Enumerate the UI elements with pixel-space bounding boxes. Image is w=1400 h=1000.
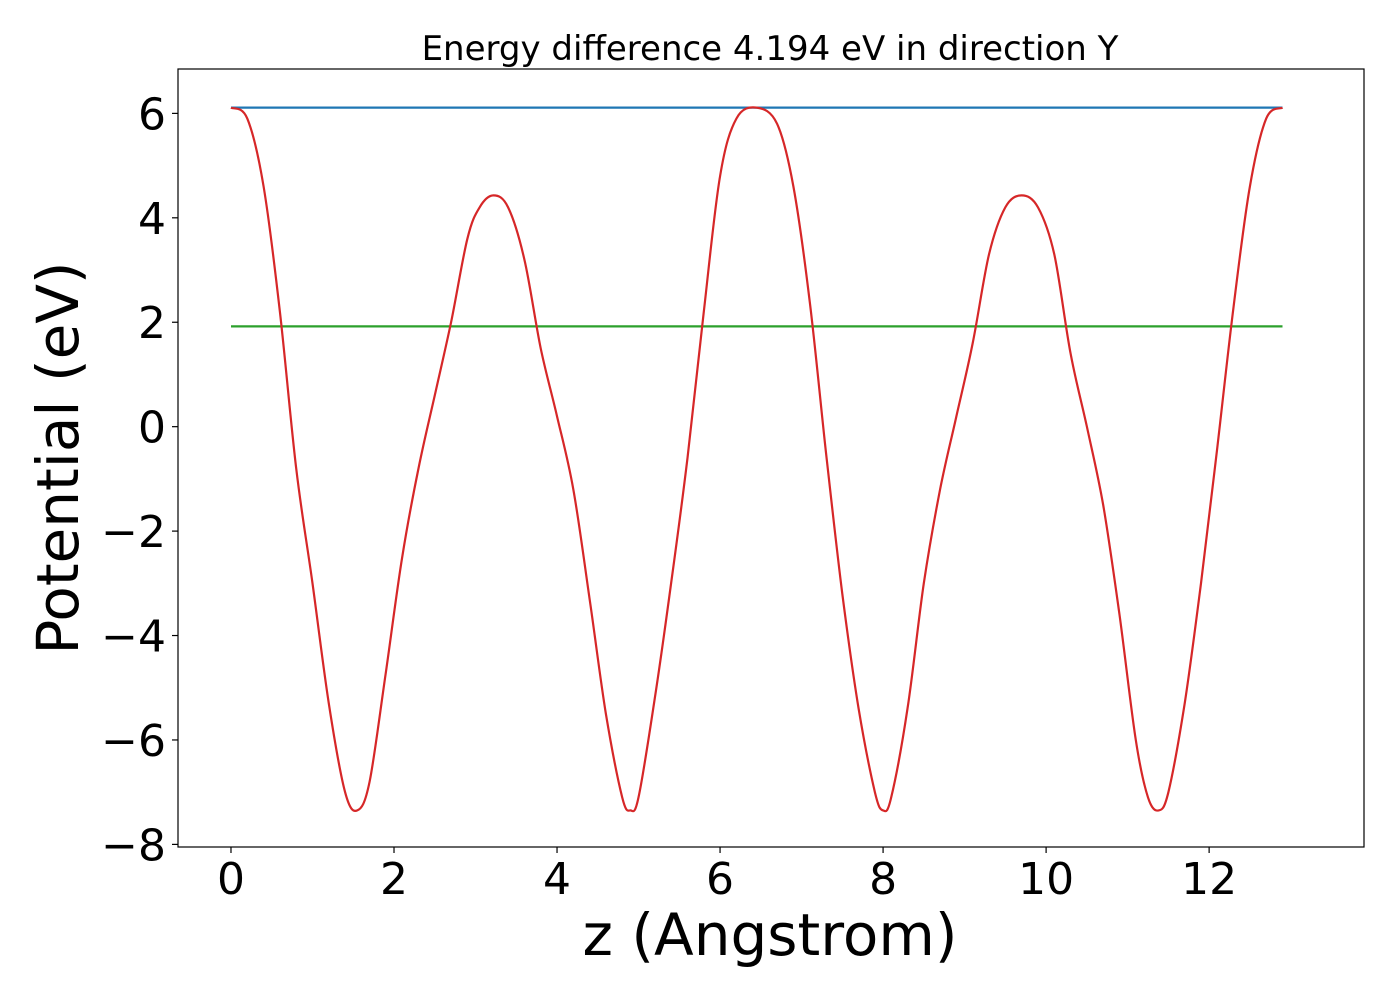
y-tick-label: 0: [138, 403, 166, 454]
y-tick-label: −8: [101, 820, 166, 871]
y-tick-label: 2: [138, 298, 166, 349]
x-tick-label: 4: [543, 854, 571, 905]
x-tick-label: 12: [1181, 854, 1237, 905]
x-tick-label: 6: [706, 854, 734, 905]
y-tick-label: 6: [138, 89, 166, 140]
y-axis-label: Potential (eV): [24, 261, 92, 654]
x-axis-label: z (Angstrom): [583, 901, 958, 969]
y-tick-label: −4: [101, 612, 166, 663]
x-tick-label: 0: [217, 854, 245, 905]
x-tick-label: 2: [380, 854, 408, 905]
x-axis: 0 2 4 6 8 10 12: [217, 847, 1237, 905]
y-tick-label: 4: [138, 194, 166, 245]
y-tick-label: −6: [101, 716, 166, 767]
series-line-2: [230, 106, 1284, 813]
plot-frame: [177, 68, 1365, 848]
y-tick-label: −2: [101, 507, 166, 558]
y-axis: −8 −6 −4 −2 0 2 4 6: [101, 89, 178, 871]
series-layer: [230, 106, 1284, 813]
chart-title: Energy difference 4.194 eV in direction …: [422, 29, 1119, 69]
x-tick-label: 8: [869, 854, 897, 905]
x-tick-label: 10: [1018, 854, 1074, 905]
